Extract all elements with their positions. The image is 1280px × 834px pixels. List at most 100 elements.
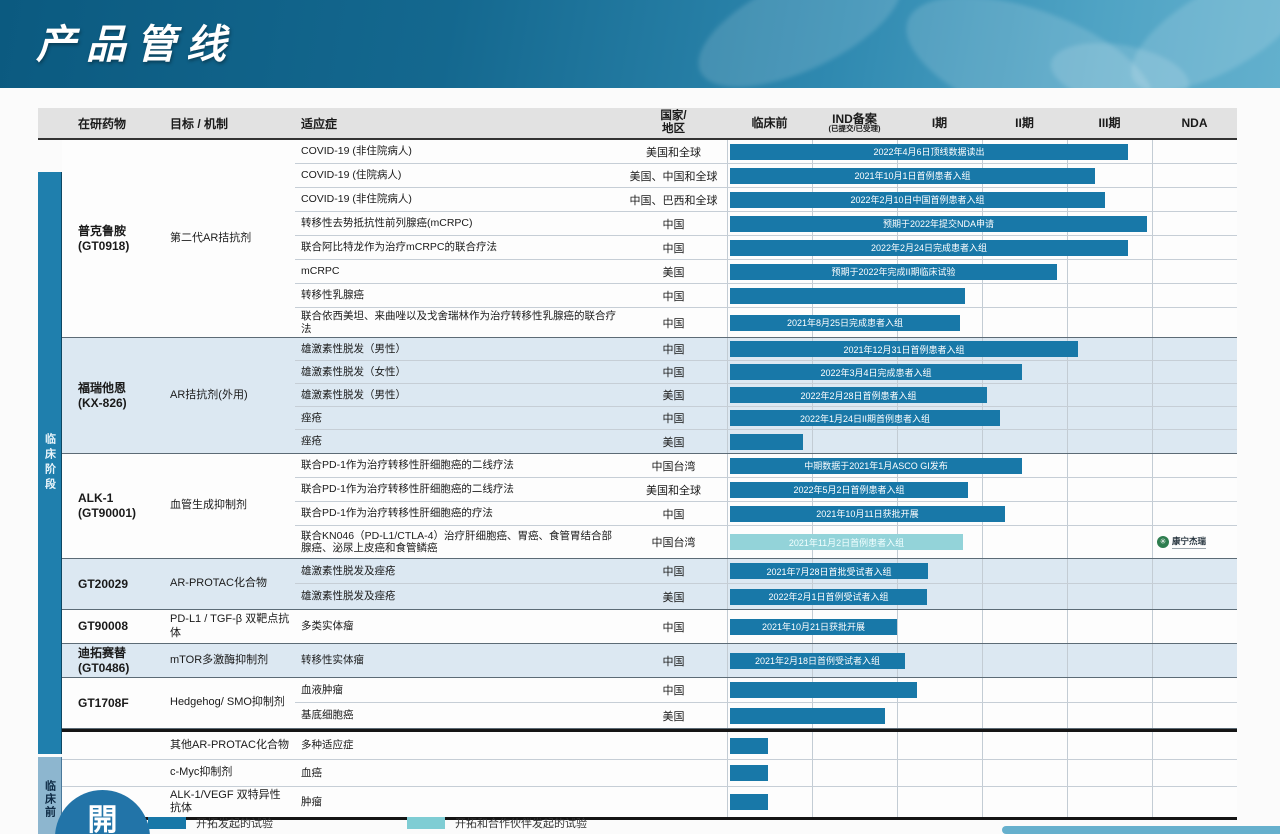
banner-decoration bbox=[681, 0, 919, 88]
bar-label: 2022年2月10日中国首例患者入组 bbox=[850, 195, 985, 205]
progress-bar bbox=[730, 433, 803, 450]
region-cell: 美国 bbox=[662, 390, 685, 402]
indication-cell: 痤疮 bbox=[301, 435, 322, 448]
region-cell bbox=[620, 760, 727, 786]
progress-bar bbox=[730, 765, 768, 781]
sidebar-preclinical-label: 临床前 bbox=[43, 780, 56, 819]
progress-bar: 2022年2月24日完成患者入组 bbox=[730, 239, 1128, 256]
ind-filing-label: IND备案 bbox=[832, 111, 877, 126]
bar-label: 2021年8月25日完成患者入组 bbox=[786, 318, 904, 328]
progress-bar-partner: 2021年11月2日首例患者入组 bbox=[730, 534, 963, 550]
indication-cell: 多种适应症 bbox=[301, 739, 354, 752]
indication-cell: 雄激素性脱发（女性） bbox=[301, 365, 406, 378]
table-row: 联合PD-1作为治疗转移性肝细胞癌的二线疗法 中国台湾 中期数据于2021年1月… bbox=[295, 454, 1237, 478]
indication-cell: 联合依西美坦、来曲唑以及戈舍瑞林作为治疗转移性乳腺癌的联合疗法 bbox=[301, 310, 616, 335]
drug-name-cell: 普克鲁胺 (GT0918) bbox=[62, 140, 162, 337]
gantt-cell: 预期于2022年完成II期临床试验 bbox=[727, 260, 1237, 283]
drug-name-cell: 福瑞他恩 (KX-826) bbox=[62, 338, 162, 453]
page-title: 产品管线 bbox=[36, 23, 236, 67]
progress-bar: 中期数据于2021年1月ASCO GI发布 bbox=[730, 457, 1022, 474]
gantt-cell bbox=[727, 787, 1237, 817]
legend-item-kintor: 开拓发起的试验 bbox=[148, 815, 273, 831]
drug-group-gt20029: GT20029 AR-PROTAC化合物 雄激素性脱发及痤疮 中国 2021年7… bbox=[62, 559, 1237, 610]
bar-label: 2022年5月2日首例患者入组 bbox=[793, 485, 905, 495]
table-row: c-Myc抑制剂 血癌 bbox=[62, 760, 1237, 787]
progress-bar: 2021年10月21日获批开展 bbox=[730, 618, 897, 635]
progress-bar: 预期于2022年提交NDA申请 bbox=[730, 215, 1147, 232]
table-row: 其他AR-PROTAC化合物 多种适应症 bbox=[62, 732, 1237, 760]
indication-cell: 痤疮 bbox=[301, 411, 322, 424]
gantt-cell: 2022年3月4日完成患者入组 bbox=[727, 361, 1237, 383]
indication-cell: mCRPC bbox=[301, 265, 340, 278]
region-cell: 中国 bbox=[662, 317, 685, 330]
bar-label: 2022年4月6日顶线数据读出 bbox=[873, 147, 985, 157]
progress-bar: 2021年12月31日首例患者入组 bbox=[730, 341, 1078, 357]
mechanism-cell: AR拮抗剂(外用) bbox=[170, 388, 248, 401]
progress-bar bbox=[730, 287, 965, 304]
bar-label: 2021年2月18日首例受试者入组 bbox=[754, 656, 881, 666]
bar-label: 中期数据于2021年1月ASCO GI发布 bbox=[804, 461, 948, 471]
bar-label: 预期于2022年提交NDA申请 bbox=[882, 219, 995, 229]
indication-cell: 雄激素性脱发（男性） bbox=[301, 388, 406, 401]
gantt-cell: 2022年2月24日完成患者入组 bbox=[727, 236, 1237, 259]
gantt-cell: 2022年2月1日首例受试者入组 bbox=[727, 584, 1237, 609]
table-row: 痤疮 美国 bbox=[295, 430, 1237, 453]
region-cell: 美国、中国和全球 bbox=[629, 170, 718, 183]
drug-name: ALK-1 bbox=[78, 491, 114, 505]
bar-label: 2022年2月24日完成患者入组 bbox=[870, 243, 988, 253]
gantt-cell bbox=[727, 284, 1237, 307]
progress-bar: 2022年3月4日完成患者入组 bbox=[730, 364, 1022, 380]
drug-name: 普克鲁胺 bbox=[78, 223, 127, 238]
indication-cell: 基底细胞癌 bbox=[301, 709, 354, 722]
progress-bar: 2022年1月24日II期首例患者入组 bbox=[730, 410, 1000, 426]
indication-cell: 联合PD-1作为治疗转移性肝细胞癌的二线疗法 bbox=[301, 483, 514, 496]
region-cell: 中国 bbox=[662, 685, 685, 697]
bar-label: 2022年2月28日首例患者入组 bbox=[800, 390, 917, 401]
mechanism-cell: AR-PROTAC化合物 bbox=[170, 577, 267, 590]
region-cell: 中国 bbox=[662, 218, 685, 231]
region-line1: 国家/ bbox=[660, 110, 687, 123]
table-row: 转移性乳腺癌 中国 bbox=[295, 284, 1237, 308]
legend-swatch-partner bbox=[407, 817, 445, 829]
bar-label: 2021年11月2日首例患者入组 bbox=[788, 537, 905, 548]
table-row: 联合阿比特龙作为治疗mCRPC的联合疗法 中国 2022年2月24日完成患者入组 bbox=[295, 236, 1237, 260]
progress-bar: 2022年2月28日首例患者入组 bbox=[730, 387, 987, 403]
drug-name: GT90008 bbox=[78, 619, 129, 633]
region-cell: 美国和全球 bbox=[646, 484, 701, 497]
table-row: 联合KN046（PD-L1/CTLA-4）治疗肝细胞癌、胃癌、食管胃结合部腺癌、… bbox=[295, 526, 1237, 558]
bar-label: 2021年10月11日获批开展 bbox=[816, 509, 919, 519]
progress-bar: 2022年2月1日首例受试者入组 bbox=[730, 588, 927, 605]
indication-cell: 血癌 bbox=[301, 766, 322, 779]
gantt-cell: 预期于2022年提交NDA申请 bbox=[727, 212, 1237, 235]
region-cell bbox=[620, 787, 727, 817]
drug-group-gt90001: ALK-1 (GT90001) 血管生成抑制剂 联合PD-1作为治疗转移性肝细胞… bbox=[62, 454, 1237, 559]
drug-name: 迪拓赛替 bbox=[78, 645, 127, 660]
table-row: 多类实体瘤 中国 2021年10月21日获批开展 bbox=[295, 610, 1237, 643]
region-cell: 中国台湾 bbox=[651, 537, 696, 549]
gantt-cell: 2022年1月24日II期首例患者入组 bbox=[727, 407, 1237, 429]
preclinical-section: 其他AR-PROTAC化合物 多种适应症 c-Myc抑制剂 血癌 bbox=[62, 729, 1237, 820]
indication-cell: 雄激素性脱发（男性） bbox=[301, 342, 406, 355]
drug-group-gt0486: 迪拓赛替 (GT0486) mTOR多激酶抑制剂 转移性实体瘤 中国 2021年… bbox=[62, 644, 1237, 678]
table-row: 联合依西美坦、来曲唑以及戈舍瑞林作为治疗转移性乳腺癌的联合疗法 中国 2021年… bbox=[295, 308, 1237, 337]
indication-cell: 肿瘤 bbox=[301, 795, 322, 808]
drug-code: (GT0918) bbox=[78, 238, 130, 253]
drug-name: GT1708F bbox=[78, 695, 129, 710]
mechanism-cell: c-Myc抑制剂 bbox=[170, 766, 233, 779]
indication-cell: 转移性去势抵抗性前列腺癌(mCRPC) bbox=[301, 217, 473, 230]
indication-cell: COVID-19 (非住院病人) bbox=[301, 145, 412, 158]
table-row: ALK-1/VEGF 双特异性抗体 肿瘤 bbox=[62, 787, 1237, 817]
gantt-cell: 2022年5月2日首例患者入组 bbox=[727, 478, 1237, 501]
col-header-preclinical: 临床前 bbox=[751, 115, 788, 130]
col-header-indication: 适应症 bbox=[301, 116, 338, 131]
table-row: COVID-19 (非住院病人) 中国、巴西和全球 2022年2月10日中国首例… bbox=[295, 188, 1237, 212]
region-cell: 中国 bbox=[662, 242, 685, 255]
mechanism-cell: Hedgehog/ SMO抑制剂 bbox=[170, 696, 285, 709]
table-row: 联合PD-1作为治疗转移性肝细胞癌的疗法 中国 2021年10月11日获批开展 bbox=[295, 502, 1237, 526]
indication-cell: 雄激素性脱发及痤疮 bbox=[301, 590, 396, 603]
sidebar-clinical-stage: 临床阶段 bbox=[38, 172, 62, 754]
region-cell: 中国 bbox=[662, 367, 685, 379]
bar-label: 2022年2月1日首例受试者入组 bbox=[768, 592, 889, 602]
legend-swatch-kintor bbox=[148, 817, 186, 829]
indication-cell: 联合PD-1作为治疗转移性肝细胞癌的疗法 bbox=[301, 507, 493, 520]
